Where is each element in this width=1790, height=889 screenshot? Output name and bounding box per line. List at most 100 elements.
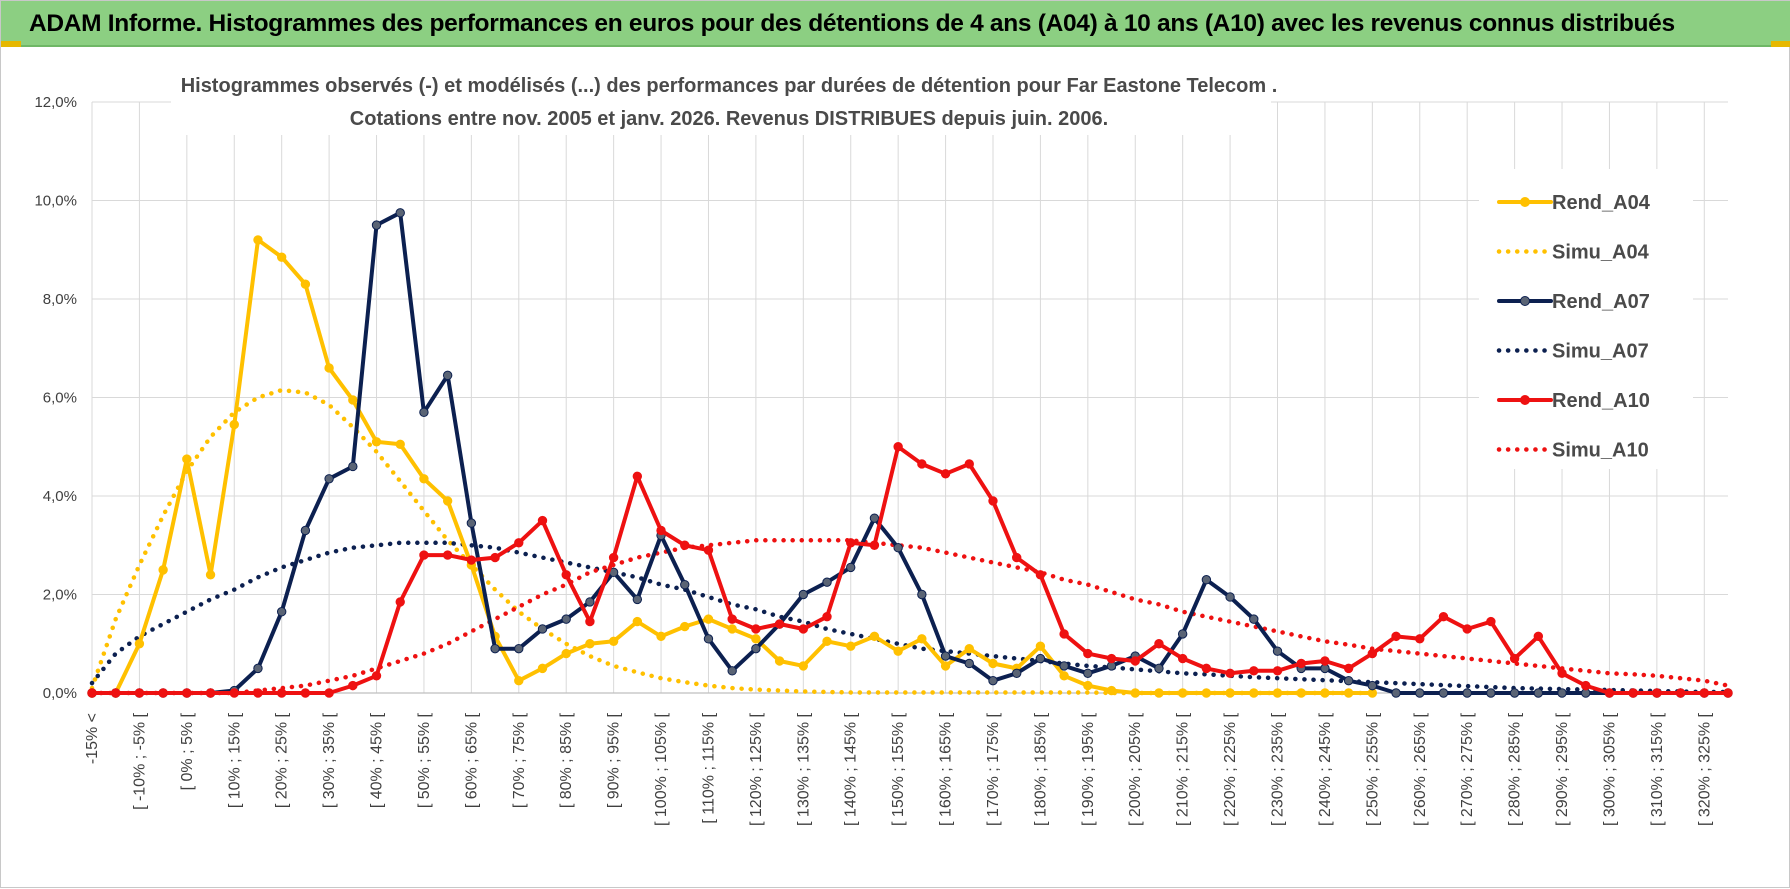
- data-point-Rend_A10: [608, 552, 619, 563]
- data-point-Rend_A10: [537, 515, 548, 526]
- data-point-Rend_A10: [1296, 658, 1306, 669]
- data-point-Rend_A10: [253, 688, 263, 698]
- x-tick-label: [ 10% ; 15% [: [226, 712, 243, 808]
- data-point-Rend_A10: [1272, 666, 1283, 676]
- data-point-Rend_A10: [869, 540, 880, 550]
- data-point-Rend_A07: [1462, 688, 1472, 698]
- data-point-Rend_A04: [1272, 688, 1283, 698]
- data-point-Rend_A04: [1201, 688, 1212, 698]
- data-point-Rend_A04: [893, 646, 903, 656]
- data-point-Rend_A10: [1675, 688, 1686, 698]
- x-tick-label: [ 150% ; 155% [: [890, 712, 907, 826]
- data-point-Rend_A07: [917, 589, 927, 600]
- data-point-Rend_A07: [561, 614, 571, 624]
- data-point-Rend_A10: [205, 688, 216, 698]
- x-tick-label: [ 80% ; 85% [: [558, 712, 575, 808]
- data-point-Rend_A07: [964, 658, 974, 669]
- data-point-Rend_A04: [205, 570, 216, 580]
- data-point-Rend_A07: [846, 562, 856, 573]
- data-point-Rend_A07: [1391, 688, 1401, 698]
- data-point-Rend_A10: [229, 688, 239, 698]
- data-point-Rend_A10: [798, 624, 809, 634]
- data-point-Rend_A07: [1011, 668, 1022, 678]
- data-point-Rend_A04: [1177, 688, 1188, 698]
- data-point-Rend_A10: [158, 688, 168, 698]
- data-point-Rend_A04: [371, 437, 382, 447]
- data-point-Rend_A10: [1533, 631, 1544, 642]
- data-point-Rend_A04: [229, 419, 239, 430]
- chart-subtitle: Cotations entre nov. 2005 et janv. 2026.…: [350, 108, 1108, 130]
- data-point-Rend_A10: [466, 555, 477, 565]
- data-point-Rend_A04: [1249, 688, 1259, 698]
- y-tick-label: 6,0%: [43, 390, 77, 407]
- data-point-Rend_A04: [585, 639, 595, 649]
- data-point-Rend_A10: [182, 688, 192, 698]
- y-tick-label: 2,0%: [43, 587, 77, 604]
- data-point-Rend_A04: [846, 641, 856, 651]
- data-point-Rend_A07: [300, 525, 311, 536]
- legend-item-Rend_A04: Rend_A04: [1497, 192, 1651, 214]
- data-point-Rend_A04: [1320, 688, 1330, 698]
- x-tick-label: [ -10% ; -5% [: [131, 712, 148, 809]
- data-point-Rend_A04: [253, 235, 263, 245]
- data-point-Rend_A07: [1035, 653, 1046, 664]
- data-point-Rend_A04: [514, 675, 524, 686]
- x-tick-label: [ 170% ; 175% [: [985, 712, 1002, 826]
- data-point-Rend_A10: [680, 540, 690, 550]
- data-point-Rend_A04: [703, 614, 714, 624]
- data-point-Rend_A10: [134, 688, 145, 698]
- legend-item-Simu_A07: Simu_A07: [1496, 341, 1649, 363]
- y-tick-label: 8,0%: [43, 291, 77, 308]
- data-point-Rend_A10: [561, 570, 571, 580]
- x-tick-label: [ 250% ; 255% [: [1364, 712, 1381, 826]
- data-point-Rend_A07: [585, 597, 595, 607]
- data-point-Rend_A10: [1343, 663, 1354, 674]
- data-point-Rend_A07: [1225, 592, 1235, 602]
- legend-label: Simu_A04: [1552, 242, 1650, 264]
- data-point-Rend_A07: [395, 208, 405, 218]
- x-tick-label: [ 100% ; 105% [: [653, 712, 670, 826]
- report-title: ADAM Informe. Histogrammes des performan…: [29, 10, 1675, 37]
- data-point-Rend_A10: [1083, 648, 1093, 659]
- data-point-Rend_A07: [632, 594, 643, 605]
- y-tick-label: 0,0%: [43, 685, 77, 702]
- chart-series: [87, 208, 1733, 698]
- x-tick-label: [ 310% ; 315% [: [1649, 712, 1666, 826]
- x-tick-label: [ 220% ; 225% [: [1222, 712, 1239, 826]
- data-point-Rend_A04: [419, 474, 429, 484]
- data-point-Rend_A10: [893, 442, 903, 452]
- data-point-Rend_A07: [703, 634, 714, 644]
- data-point-Rend_A10: [1011, 552, 1022, 563]
- x-tick-label: [ 290% ; 295% [: [1554, 712, 1571, 826]
- x-tick-label: [ 320% ; 325% [: [1696, 712, 1713, 826]
- data-point-Rend_A04: [1225, 688, 1235, 698]
- data-point-Rend_A07: [1557, 688, 1567, 698]
- x-tick-label: [ 90% ; 95% [: [606, 712, 623, 808]
- data-point-Rend_A10: [1581, 680, 1591, 691]
- data-point-Rend_A10: [585, 616, 595, 627]
- legend-label: Rend_A04: [1552, 192, 1651, 214]
- data-point-Rend_A10: [395, 597, 405, 607]
- legend-marker: [1520, 296, 1530, 306]
- data-point-Rend_A07: [1154, 663, 1164, 674]
- data-point-Rend_A10: [1391, 631, 1401, 642]
- series-line-Simu_A10: [89, 538, 1731, 696]
- data-point-Rend_A10: [1415, 634, 1425, 644]
- data-point-Rend_A07: [442, 370, 453, 381]
- x-tick-label: [ 300% ; 305% [: [1601, 712, 1618, 826]
- data-point-Rend_A07: [1201, 575, 1212, 585]
- data-point-Rend_A07: [253, 663, 263, 674]
- data-point-Rend_A10: [514, 538, 524, 548]
- data-point-Rend_A10: [1557, 668, 1567, 678]
- x-tick-label: [ 260% ; 265% [: [1412, 712, 1429, 826]
- x-tick-label: [ 70% ; 75% [: [511, 712, 528, 808]
- data-point-Rend_A04: [940, 661, 951, 671]
- x-tick-label: [ 110% ; 115% [: [700, 712, 717, 823]
- data-point-Rend_A10: [1699, 688, 1709, 698]
- data-point-Rend_A04: [348, 395, 358, 405]
- data-point-Rend_A10: [111, 688, 121, 698]
- data-point-Rend_A10: [1249, 666, 1259, 676]
- data-point-Rend_A04: [656, 631, 666, 642]
- series-line-Simu_A07: [89, 540, 1731, 695]
- x-tick-label: [ 240% ; 245% [: [1317, 712, 1334, 826]
